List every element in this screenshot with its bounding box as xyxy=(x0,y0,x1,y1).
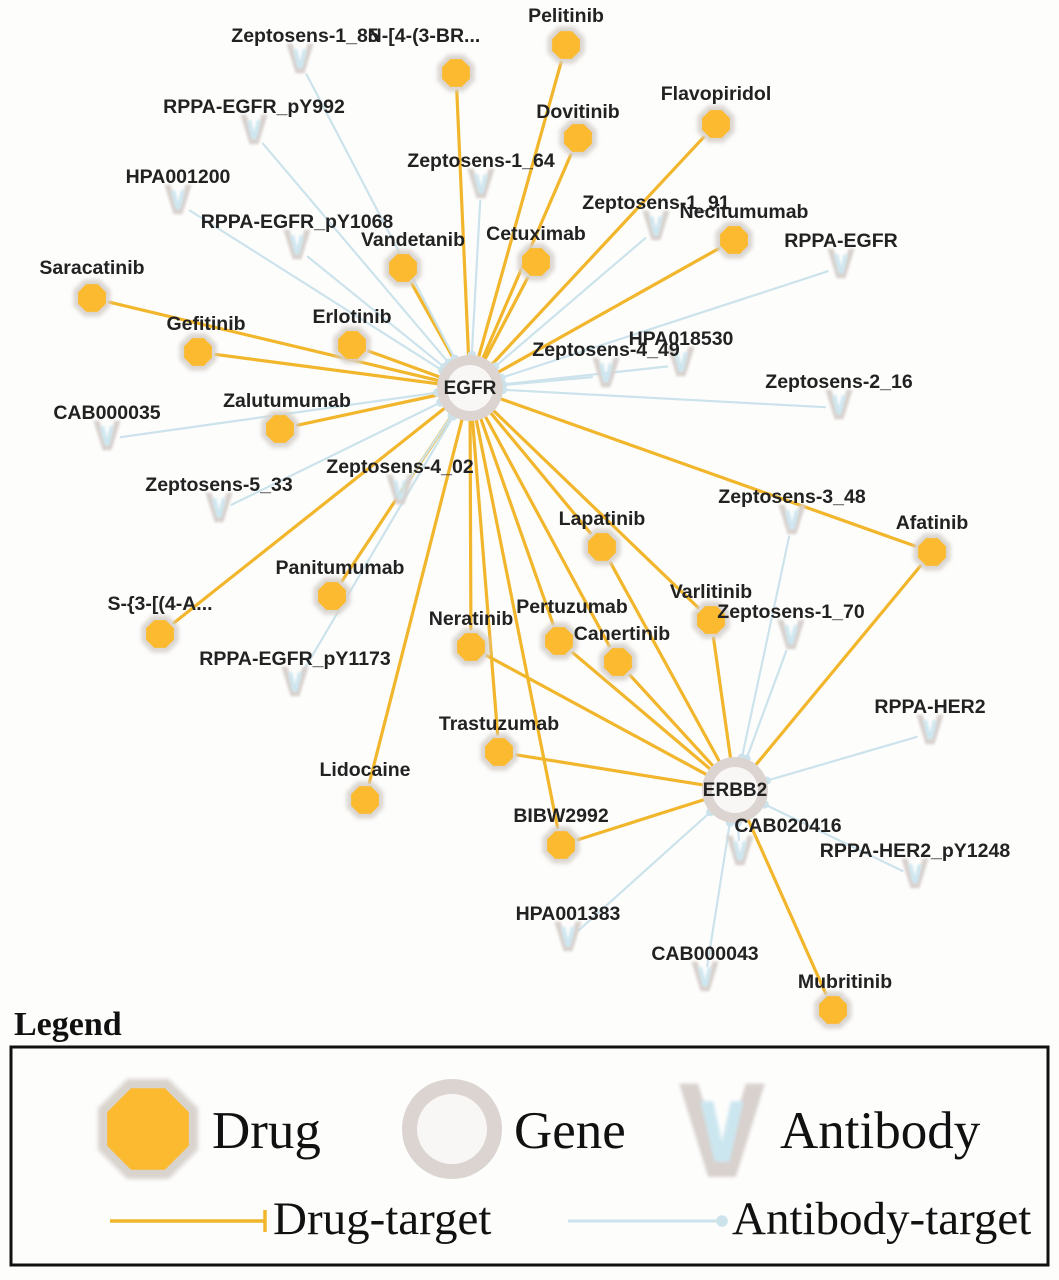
svg-text:Panitumumab: Panitumumab xyxy=(276,557,405,579)
svg-text:Antibody-target: Antibody-target xyxy=(732,1193,1031,1245)
svg-text:Saracatinib: Saracatinib xyxy=(39,257,144,279)
svg-text:RPPA-HER2_pY1248: RPPA-HER2_pY1248 xyxy=(820,840,1011,862)
svg-text:EGFR: EGFR xyxy=(444,378,497,399)
svg-text:Zeptosens-4_02: Zeptosens-4_02 xyxy=(326,456,474,478)
svg-text:RPPA-EGFR_pY1173: RPPA-EGFR_pY1173 xyxy=(199,648,391,670)
svg-text:RPPA-EGFR: RPPA-EGFR xyxy=(784,230,897,252)
svg-text:Zeptosens-2_16: Zeptosens-2_16 xyxy=(765,371,913,393)
svg-text:Zeptosens-1_64: Zeptosens-1_64 xyxy=(407,150,555,172)
svg-text:Pelitinib: Pelitinib xyxy=(528,5,604,27)
svg-text:Afatinib: Afatinib xyxy=(896,512,969,534)
svg-text:CAB000035: CAB000035 xyxy=(53,402,160,424)
svg-text:Lidocaine: Lidocaine xyxy=(319,759,410,781)
svg-text:Legend: Legend xyxy=(14,1006,122,1043)
svg-text:Gene: Gene xyxy=(514,1102,626,1160)
svg-text:Gefitinib: Gefitinib xyxy=(166,313,245,335)
svg-text:Antibody: Antibody xyxy=(780,1102,981,1160)
svg-text:N-[4-(3-BR...: N-[4-(3-BR... xyxy=(368,25,481,47)
svg-text:Varlitinib: Varlitinib xyxy=(670,581,752,603)
svg-text:CAB000043: CAB000043 xyxy=(651,943,758,965)
svg-text:BIBW2992: BIBW2992 xyxy=(513,805,609,827)
svg-text:Pertuzumab: Pertuzumab xyxy=(516,596,628,618)
svg-text:Zeptosens-5_33: Zeptosens-5_33 xyxy=(145,474,293,496)
svg-text:ERBB2: ERBB2 xyxy=(703,780,767,801)
svg-text:Zeptosens-1_91: Zeptosens-1_91 xyxy=(582,192,730,214)
svg-text:CAB020416: CAB020416 xyxy=(734,815,841,837)
svg-text:Neratinib: Neratinib xyxy=(429,608,514,630)
svg-text:Lapatinib: Lapatinib xyxy=(559,508,646,530)
svg-text:Zeptosens-1_85: Zeptosens-1_85 xyxy=(231,25,379,47)
svg-text:Trastuzumab: Trastuzumab xyxy=(439,713,559,735)
svg-text:HPA001200: HPA001200 xyxy=(126,166,231,188)
svg-text:Dovitinib: Dovitinib xyxy=(536,101,619,123)
svg-text:Drug: Drug xyxy=(212,1102,321,1160)
svg-text:Flavopiridol: Flavopiridol xyxy=(661,83,772,105)
svg-text:Zeptosens-3_48: Zeptosens-3_48 xyxy=(718,486,866,508)
svg-text:Canertinib: Canertinib xyxy=(574,623,671,645)
svg-text:RPPA-HER2: RPPA-HER2 xyxy=(874,696,985,718)
svg-text:Zalutumumab: Zalutumumab xyxy=(223,390,351,412)
svg-text:Drug-target: Drug-target xyxy=(273,1193,491,1245)
svg-text:HPA001383: HPA001383 xyxy=(516,903,621,925)
svg-text:Cetuximab: Cetuximab xyxy=(486,223,586,245)
svg-text:HPA018530: HPA018530 xyxy=(629,328,734,350)
svg-text:S-{3-[(4-A...: S-{3-[(4-A... xyxy=(107,593,212,615)
svg-text:Mubritinib: Mubritinib xyxy=(798,971,892,993)
svg-text:Zeptosens-1_70: Zeptosens-1_70 xyxy=(717,601,865,623)
svg-text:Erlotinib: Erlotinib xyxy=(312,306,391,328)
svg-text:RPPA-EGFR_pY1068: RPPA-EGFR_pY1068 xyxy=(201,211,394,233)
svg-text:RPPA-EGFR_pY992: RPPA-EGFR_pY992 xyxy=(163,96,345,118)
